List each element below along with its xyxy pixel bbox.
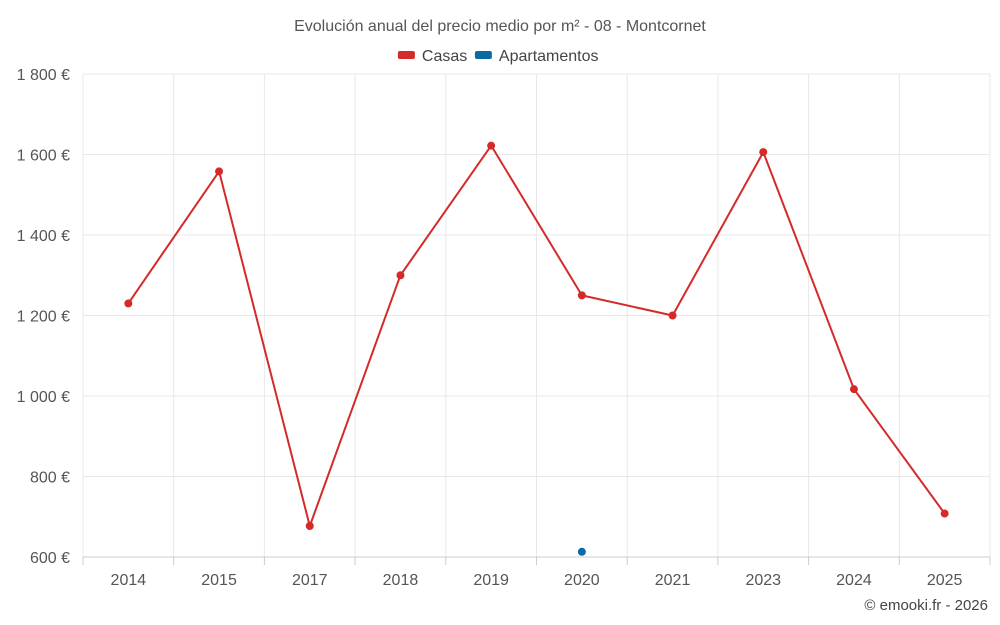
data-point-casas	[668, 311, 677, 320]
axes: 600 € 800 € 1 000 € 1 200 € 1 400 € 1 600 € 1 …	[17, 67, 991, 589]
data-point-casas	[940, 509, 949, 518]
y-tick-label: 1 400 €	[17, 228, 70, 245]
series	[124, 141, 949, 556]
chart-title: Evolución anual del precio medio por m² …	[294, 18, 706, 35]
legend-label: Apartamentos	[499, 48, 599, 65]
x-tick-label: 2021	[655, 572, 691, 589]
y-tick-label: 1 800 €	[17, 67, 70, 84]
y-tick-label: 800 €	[30, 470, 70, 487]
x-tick-label: 2014	[111, 572, 147, 589]
legend: Casas Apartamentos	[397, 48, 599, 65]
data-point-casas	[215, 167, 224, 176]
series-line-casas	[127, 144, 946, 527]
y-tick-label: 1 600 €	[17, 148, 70, 165]
data-point-casas	[487, 141, 496, 150]
data-point-casas	[124, 299, 133, 308]
legend-swatch-apartamentos	[474, 51, 492, 59]
grid	[82, 73, 991, 557]
data-point-casas	[759, 148, 768, 157]
data-point-apartamentos	[577, 547, 586, 556]
x-tick-label: 2023	[745, 572, 781, 589]
x-tick-label: 2017	[292, 572, 328, 589]
data-point-casas	[577, 291, 586, 300]
data-point-casas	[305, 522, 314, 531]
data-point-casas	[849, 385, 858, 394]
legend-swatch-casas	[397, 51, 415, 59]
legend-label: Casas	[422, 48, 467, 65]
credit-text: © emooki.fr - 2026	[864, 597, 988, 614]
x-tick-label: 2024	[836, 572, 872, 589]
y-tick-label: 1 000 €	[17, 389, 70, 406]
data-point-casas	[396, 271, 405, 280]
x-tick-label: 2019	[473, 572, 509, 589]
x-tick-label: 2018	[383, 572, 419, 589]
x-tick-label: 2020	[564, 572, 600, 589]
x-tick-label: 2015	[201, 572, 237, 589]
y-tick-label: 600 €	[30, 550, 70, 567]
y-tick-label: 1 200 €	[17, 309, 70, 326]
x-tick-label: 2025	[927, 572, 963, 589]
